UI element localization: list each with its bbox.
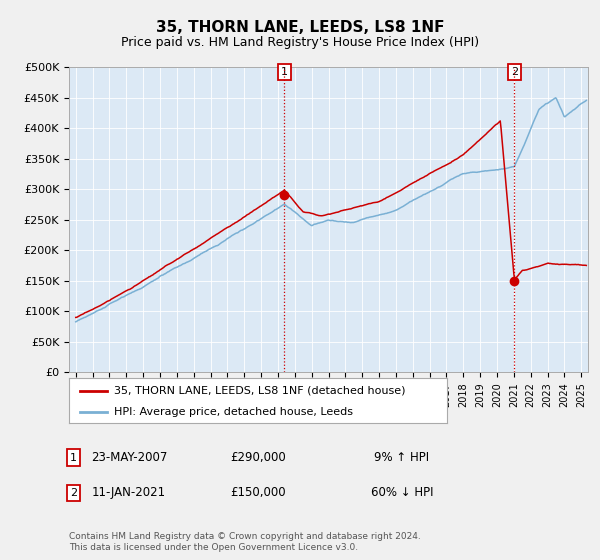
- Text: 9% ↑ HPI: 9% ↑ HPI: [374, 451, 430, 464]
- Text: HPI: Average price, detached house, Leeds: HPI: Average price, detached house, Leed…: [115, 407, 353, 417]
- Text: £150,000: £150,000: [230, 486, 286, 500]
- Text: 2: 2: [70, 488, 77, 498]
- Text: 23-MAY-2007: 23-MAY-2007: [91, 451, 167, 464]
- Text: 35, THORN LANE, LEEDS, LS8 1NF: 35, THORN LANE, LEEDS, LS8 1NF: [156, 20, 444, 35]
- Text: 11-JAN-2021: 11-JAN-2021: [92, 486, 166, 500]
- Text: 35, THORN LANE, LEEDS, LS8 1NF (detached house): 35, THORN LANE, LEEDS, LS8 1NF (detached…: [115, 385, 406, 395]
- Text: 2: 2: [511, 67, 518, 77]
- Text: Contains HM Land Registry data © Crown copyright and database right 2024.
This d: Contains HM Land Registry data © Crown c…: [69, 532, 421, 552]
- Text: 1: 1: [70, 452, 77, 463]
- Text: 60% ↓ HPI: 60% ↓ HPI: [371, 486, 433, 500]
- Text: 1: 1: [281, 67, 288, 77]
- Text: Price paid vs. HM Land Registry's House Price Index (HPI): Price paid vs. HM Land Registry's House …: [121, 36, 479, 49]
- Text: £290,000: £290,000: [230, 451, 286, 464]
